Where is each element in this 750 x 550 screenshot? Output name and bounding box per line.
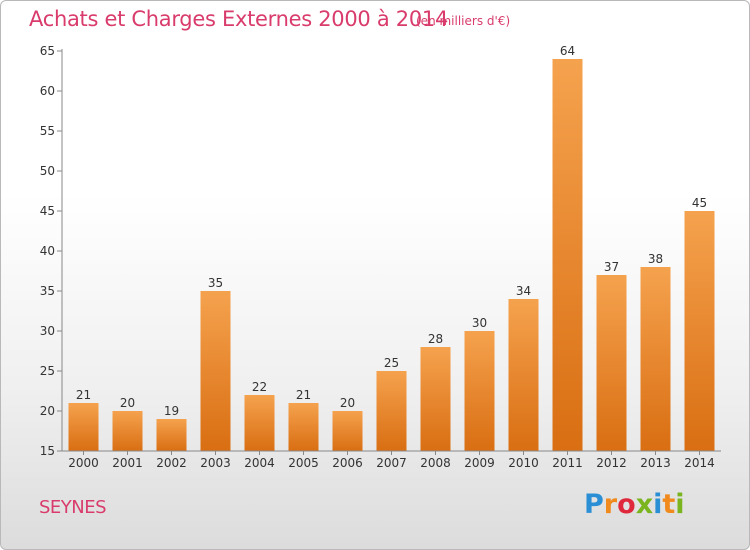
x-tick-label: 2001 xyxy=(112,456,143,470)
bar-2014 xyxy=(684,211,715,451)
logo-letter: r xyxy=(603,489,618,520)
bar-2013 xyxy=(640,267,671,451)
bar-value-label: 25 xyxy=(384,356,399,370)
logo-letter: t xyxy=(662,489,676,520)
bar-2011 xyxy=(552,59,583,451)
x-tick-label: 2002 xyxy=(156,456,187,470)
proxiti-logo: Proxiti xyxy=(584,489,685,520)
x-tick-label: 2004 xyxy=(244,456,275,470)
bar-value-label: 22 xyxy=(252,380,267,394)
y-tick-label: 45 xyxy=(40,204,55,218)
bar-2002 xyxy=(156,419,187,451)
bar-value-label: 20 xyxy=(120,396,135,410)
y-tick-label: 25 xyxy=(40,364,55,378)
x-tick-label: 2007 xyxy=(376,456,407,470)
bar-value-label: 38 xyxy=(648,252,663,266)
bar-value-label: 21 xyxy=(76,388,91,402)
bar-2012 xyxy=(596,275,627,451)
bar-value-label: 35 xyxy=(208,276,223,290)
bar-2009 xyxy=(464,331,495,451)
y-tick-label: 15 xyxy=(40,444,55,458)
y-tick-label: 60 xyxy=(40,84,55,98)
bar-value-label: 20 xyxy=(340,396,355,410)
x-tick-label: 2010 xyxy=(508,456,539,470)
x-tick-label: 2000 xyxy=(68,456,99,470)
bar-2003 xyxy=(200,291,231,451)
bar-2001 xyxy=(112,411,143,451)
x-tick-label: 2008 xyxy=(420,456,451,470)
bar-2004 xyxy=(244,395,275,451)
bar-2008 xyxy=(420,347,451,451)
bar-value-label: 64 xyxy=(560,44,575,58)
logo-letter: i xyxy=(675,489,685,520)
x-tick-label: 2011 xyxy=(552,456,583,470)
bar-value-label: 30 xyxy=(472,316,487,330)
logo-letter: o xyxy=(617,489,636,520)
bar-value-label: 28 xyxy=(428,332,443,346)
x-tick-label: 2012 xyxy=(596,456,627,470)
bar-value-label: 37 xyxy=(604,260,619,274)
bar-value-label: 34 xyxy=(516,284,531,298)
x-tick-label: 2006 xyxy=(332,456,363,470)
bar-value-label: 21 xyxy=(296,388,311,402)
bar-2010 xyxy=(508,299,539,451)
x-tick-label: 2014 xyxy=(684,456,715,470)
y-tick-label: 65 xyxy=(40,44,55,58)
x-tick-label: 2013 xyxy=(640,456,671,470)
x-tick-label: 2009 xyxy=(464,456,495,470)
y-tick-label: 50 xyxy=(40,164,55,178)
bar-2005 xyxy=(288,403,319,451)
y-tick-label: 40 xyxy=(40,244,55,258)
bar-2007 xyxy=(376,371,407,451)
y-tick-label: 55 xyxy=(40,124,55,138)
logo-letter: x xyxy=(635,489,654,520)
logo-letter: P xyxy=(584,489,604,520)
chart-subtitle: (en milliers d'€) xyxy=(416,14,511,28)
y-tick-label: 20 xyxy=(40,404,55,418)
bar-2006 xyxy=(332,411,363,451)
commune-name: SEYNES xyxy=(39,497,107,518)
x-tick-label: 2005 xyxy=(288,456,319,470)
y-tick-label: 35 xyxy=(40,284,55,298)
bar-2000 xyxy=(68,403,99,451)
bar-value-label: 19 xyxy=(164,404,179,418)
logo-letter: i xyxy=(653,489,663,520)
y-tick-label: 30 xyxy=(40,324,55,338)
chart-title: Achats et Charges Externes 2000 à 2014 xyxy=(29,7,449,31)
x-tick-label: 2003 xyxy=(200,456,231,470)
bar-value-label: 45 xyxy=(692,196,707,210)
